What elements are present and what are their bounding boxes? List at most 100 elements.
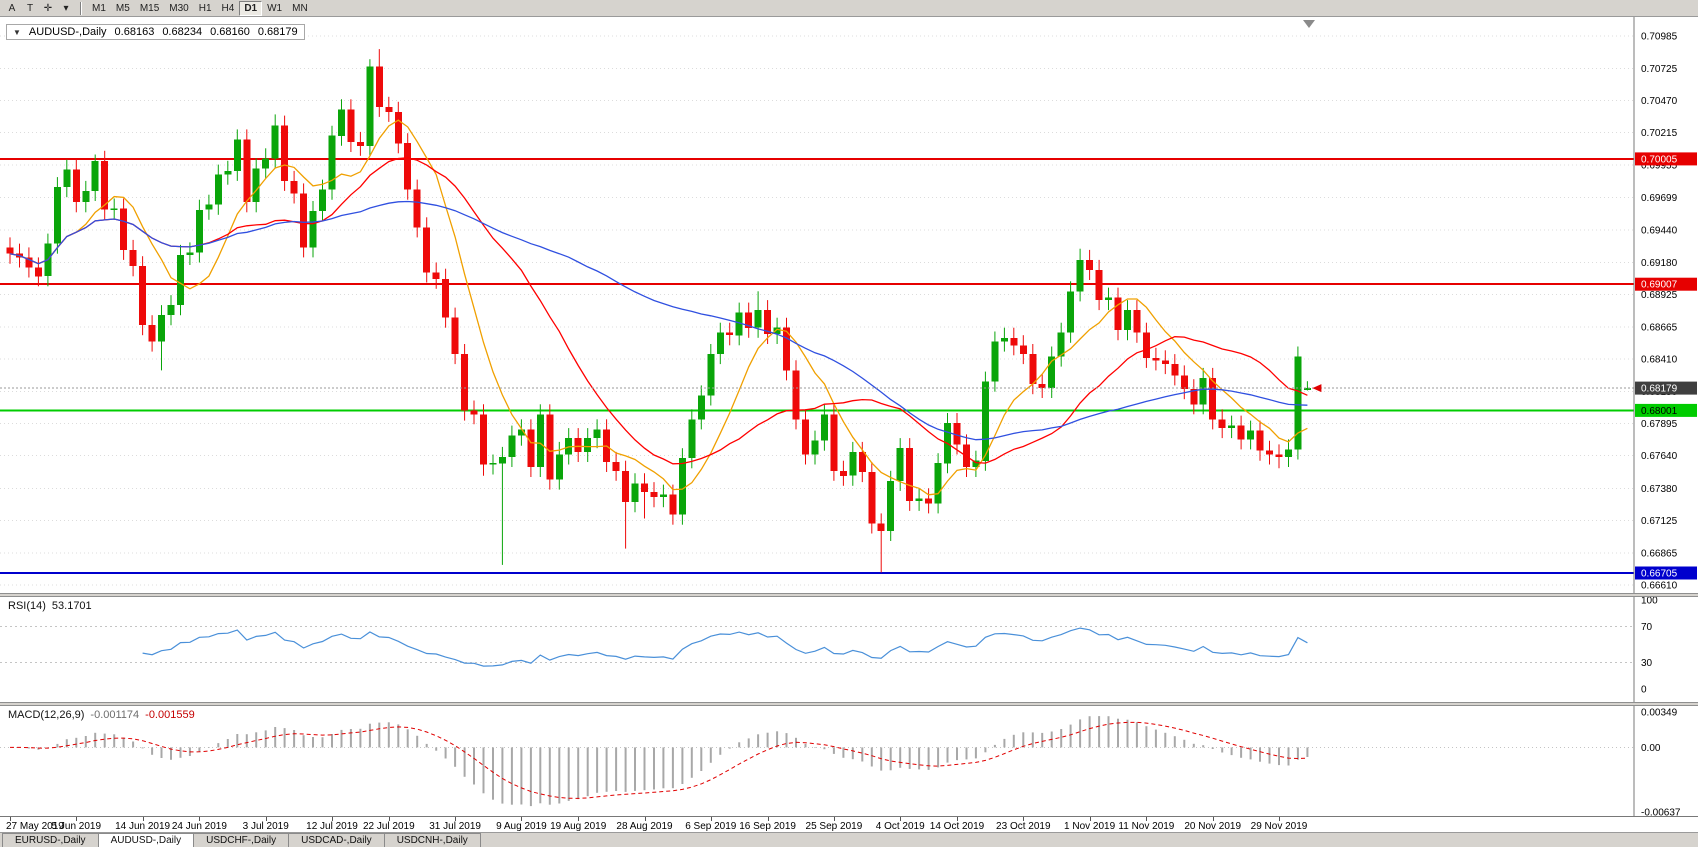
time-tick: [710, 817, 712, 821]
time-axis[interactable]: 27 May 2019 5 Jun 2019 14 Jun 2019 24 Jun 2…: [0, 816, 1698, 832]
time-tick: [833, 817, 835, 821]
timeframe-h1-button[interactable]: H1: [193, 0, 217, 16]
date-label: 14 Jun 2019: [115, 821, 171, 832]
tab-eurusd[interactable]: EURUSD-,Daily: [2, 833, 99, 847]
tab-usdcnh[interactable]: USDCNH-,Daily: [383, 833, 481, 847]
current-price-label: [1635, 381, 1697, 395]
price-tick-label: 0.69440: [1641, 225, 1678, 236]
date-label: 25 Sep 2019: [805, 821, 863, 832]
ohlc-low: 0.68160: [210, 26, 250, 38]
svg-text:0.66705: 0.66705: [1641, 569, 1678, 580]
date-label: 14 Oct 2019: [929, 821, 985, 832]
panel-splitter-rsi[interactable]: [0, 593, 1698, 597]
price-tick-label: 0.68410: [1641, 355, 1678, 366]
rsi-panel[interactable]: 100 70 30 0: [0, 596, 1698, 702]
tab-usdchf[interactable]: USDCHF-,Daily: [193, 833, 290, 847]
time-tick: [578, 817, 580, 821]
price-tick-label: 0.67895: [1641, 419, 1678, 430]
macd-signal-line: [10, 721, 1308, 799]
price-tick-label: 0.68925: [1641, 290, 1678, 301]
time-tick: [455, 817, 457, 821]
ohlc-close: 0.68179: [257, 26, 298, 38]
price-tick-label: 0.70985: [1641, 31, 1678, 42]
cursor-tool-button[interactable]: A: [3, 0, 21, 16]
price-tick-label: 0.66610: [1641, 581, 1678, 592]
time-tick: [767, 817, 769, 821]
rsi-tick-label: 100: [1641, 597, 1658, 607]
price-tick-label: 0.67380: [1641, 484, 1678, 495]
ma-55-line: [9, 200, 1308, 441]
price-tick-label: 0.67640: [1641, 451, 1678, 462]
svg-text:0.68001: 0.68001: [1641, 406, 1678, 417]
macd-histogram: [18, 716, 1309, 807]
svg-text:0.68179: 0.68179: [1641, 384, 1678, 395]
date-label: 31 Jul 2019: [429, 821, 481, 832]
price-tick-label: 0.70215: [1641, 128, 1678, 139]
rsi-label: RSI(14) 53.1701: [8, 600, 98, 612]
hline-price-label: [1635, 566, 1697, 580]
timeframe-m1-button[interactable]: M1: [87, 0, 111, 16]
macd-signal-value: -0.001559: [145, 709, 195, 721]
symbol-label: AUDUSD-,Daily: [28, 26, 107, 38]
date-label: 3 Jul 2019: [242, 821, 289, 832]
macd-name: MACD(12,26,9): [8, 709, 85, 721]
chart-title: ▼ AUDUSD-,Daily 0.68163 0.68234 0.68160 …: [6, 24, 305, 40]
macd-tick-label: -0.00637: [1641, 808, 1681, 817]
ma-21-line: [9, 157, 1308, 465]
ma-8-line: [9, 119, 1308, 496]
timeframe-m15-button[interactable]: M15: [134, 0, 165, 16]
time-tick: [332, 817, 333, 821]
timeframe-w1-button[interactable]: W1: [262, 0, 288, 16]
timeframe-mn-button[interactable]: MN: [287, 0, 313, 16]
ohlc-open: 0.68163: [114, 26, 155, 38]
price-axis: 0.70985 0.70725 0.70470 0.70215 0.69955 0.696…: [1633, 17, 1698, 593]
timeframe-h4-button[interactable]: H4: [216, 0, 240, 16]
tools-dropdown-icon[interactable]: ▾: [57, 0, 75, 16]
date-label: 24 Jun 2019: [171, 821, 227, 832]
time-tick: [388, 817, 390, 821]
text-tool-button[interactable]: T: [21, 0, 39, 16]
macd-panel[interactable]: 0.00349 0.00 -0.00637: [0, 706, 1698, 819]
price-tick-label: 0.69180: [1641, 258, 1678, 269]
price-tick-label: 0.70725: [1641, 64, 1678, 75]
time-tick: [265, 817, 267, 821]
date-label: 22 Jul 2019: [362, 821, 415, 832]
price-tick-label: 0.68665: [1641, 323, 1678, 334]
date-label: 1 Nov 2019: [1064, 821, 1116, 832]
date-label: 6 Sep 2019: [685, 821, 737, 832]
rsi-tick-label: 70: [1641, 622, 1653, 633]
hline-price-label: [1635, 152, 1697, 166]
time-tick: [76, 817, 78, 821]
crosshair-tool-icon[interactable]: ✛: [39, 0, 57, 16]
rsi-tick-label: 0: [1641, 685, 1647, 696]
tab-audusd[interactable]: AUDUSD-,Daily: [97, 833, 195, 847]
time-tick: [1023, 817, 1025, 821]
date-label: 4 Oct 2019: [875, 821, 925, 832]
tab-usdcad[interactable]: USDCAD-,Daily: [288, 833, 385, 847]
top-toolbar: A T ✛ ▾ M1 M5 M15 M30 H1 H4 D1 W1 MN: [0, 0, 1698, 17]
hline-price-label: [1635, 277, 1697, 291]
price-tick-label: 0.69955: [1641, 161, 1678, 172]
date-label: 9 Aug 2019: [496, 821, 547, 832]
time-tick: [957, 817, 958, 821]
price-chart[interactable]: 0.70985 0.70725 0.70470 0.70215 0.69955 0.696…: [0, 17, 1698, 593]
svg-text:0.69007: 0.69007: [1641, 280, 1678, 291]
macd-tick-label: 0.00349: [1641, 708, 1678, 719]
date-label: 12 Jul 2019: [306, 821, 358, 832]
date-label: 19 Aug 2019: [550, 821, 607, 832]
timeframe-d1-button[interactable]: D1: [239, 0, 263, 16]
price-tick-label: 0.66865: [1641, 549, 1678, 560]
chart-shift-marker[interactable]: [1303, 20, 1315, 28]
price-tick-label: 0.70470: [1641, 96, 1678, 107]
price-tick-label: 0.69699: [1641, 193, 1678, 204]
macd-tick-label: 0.00: [1641, 743, 1661, 754]
time-tick: [644, 817, 646, 821]
panel-splitter-macd[interactable]: [0, 702, 1698, 706]
collapse-arrow-icon[interactable]: ▼: [13, 27, 21, 37]
date-label: 27 May 2019: [6, 821, 64, 832]
timeframe-m30-button[interactable]: M30: [164, 0, 194, 16]
macd-svg: 0.00349 0.00 -0.00637: [0, 706, 1698, 819]
date-label: 5 Jun 2019: [51, 821, 102, 832]
timeframe-m5-button[interactable]: M5: [110, 0, 135, 16]
time-tick: [900, 817, 902, 821]
